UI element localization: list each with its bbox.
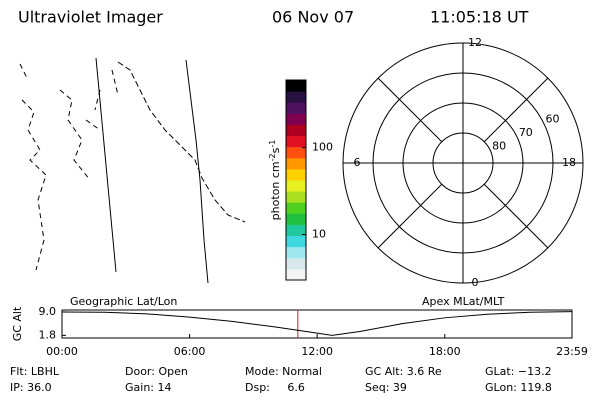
- colorbar-cell: [286, 135, 306, 148]
- label-text: s: [269, 147, 282, 153]
- label-exp: -1: [268, 140, 277, 148]
- colorbar-cell: [286, 157, 306, 170]
- colorbar-cell: [286, 191, 306, 203]
- colorbar-cell: [286, 124, 306, 137]
- mlt-label: 12: [468, 36, 482, 49]
- ring-label: 70: [519, 126, 533, 139]
- footer-field: GC Alt: 3.6 Re: [365, 365, 442, 378]
- date: 06 Nov 07: [272, 8, 354, 27]
- footer-field: Dsp: 6.6: [245, 381, 305, 394]
- y-label: GC Alt: [11, 306, 24, 341]
- colorbar-cell: [286, 80, 306, 92]
- footer-field: Seq: 39: [365, 381, 407, 394]
- ring-label: 60: [546, 112, 560, 125]
- polar-spoke: [377, 77, 443, 143]
- colorbar-cell: [286, 257, 306, 270]
- polar-spoke: [377, 183, 443, 249]
- footer-field: Door: Open: [125, 365, 188, 378]
- colorbar-cell: [286, 146, 306, 159]
- label-text: photon cm: [269, 161, 282, 220]
- colorbar-cell: [286, 102, 306, 114]
- colorbar-cell: [286, 91, 306, 103]
- x-tick-label: 18:00: [429, 345, 461, 358]
- footer-field: Gain: 14: [125, 381, 172, 394]
- x-tick-label: 06:00: [174, 345, 206, 358]
- mlt-label: 0: [472, 276, 479, 289]
- colorbar-cell: [286, 224, 306, 237]
- x-tick-label: 12:00: [301, 345, 333, 358]
- colorbar-cell: [286, 202, 306, 214]
- colorbar-frame: [285, 79, 307, 281]
- colorbar-tick-label: 100: [312, 141, 333, 154]
- colorbar-cell: [286, 168, 306, 181]
- footer-field: Mode: Normal: [245, 365, 322, 378]
- colorbar-cell: [286, 213, 306, 225]
- polar-spoke: [483, 77, 549, 143]
- ring-label: 80: [492, 140, 506, 153]
- label-exp: -2: [268, 153, 277, 161]
- x-tick-label: 23:59: [556, 345, 588, 358]
- colorbar-cell: [286, 246, 306, 259]
- mlt-label: 18: [562, 156, 576, 169]
- x-tick-label: 00:00: [46, 345, 78, 358]
- altitude-line: [61, 311, 572, 336]
- footer-field: GLon: 119.8: [485, 381, 552, 394]
- right-label: Apex MLat/MLT: [422, 295, 505, 308]
- colorbar-cell: [286, 268, 306, 281]
- colorbar-tick-label: 10: [312, 228, 326, 241]
- footer-field: IP: 36.0: [10, 381, 52, 394]
- polar-spoke: [483, 183, 549, 249]
- footer-field: GLat: −13.2: [485, 365, 552, 378]
- y-tick-label: 9.0: [39, 305, 57, 318]
- title: Ultraviolet Imager: [18, 8, 163, 27]
- map: [19, 57, 246, 284]
- colorbar-cell: [286, 113, 306, 125]
- mlt-label: 6: [354, 156, 361, 169]
- time: 11:05:18 UT: [430, 8, 529, 27]
- colorbar-cell: [286, 235, 306, 248]
- y-tick-label: 1.8: [39, 328, 57, 341]
- colorbar-label: photon cm-2s-1: [268, 140, 283, 221]
- colorbar-cell: [286, 180, 306, 192]
- left-label: Geographic Lat/Lon: [70, 295, 177, 308]
- footer-field: Flt: LBHL: [10, 365, 60, 378]
